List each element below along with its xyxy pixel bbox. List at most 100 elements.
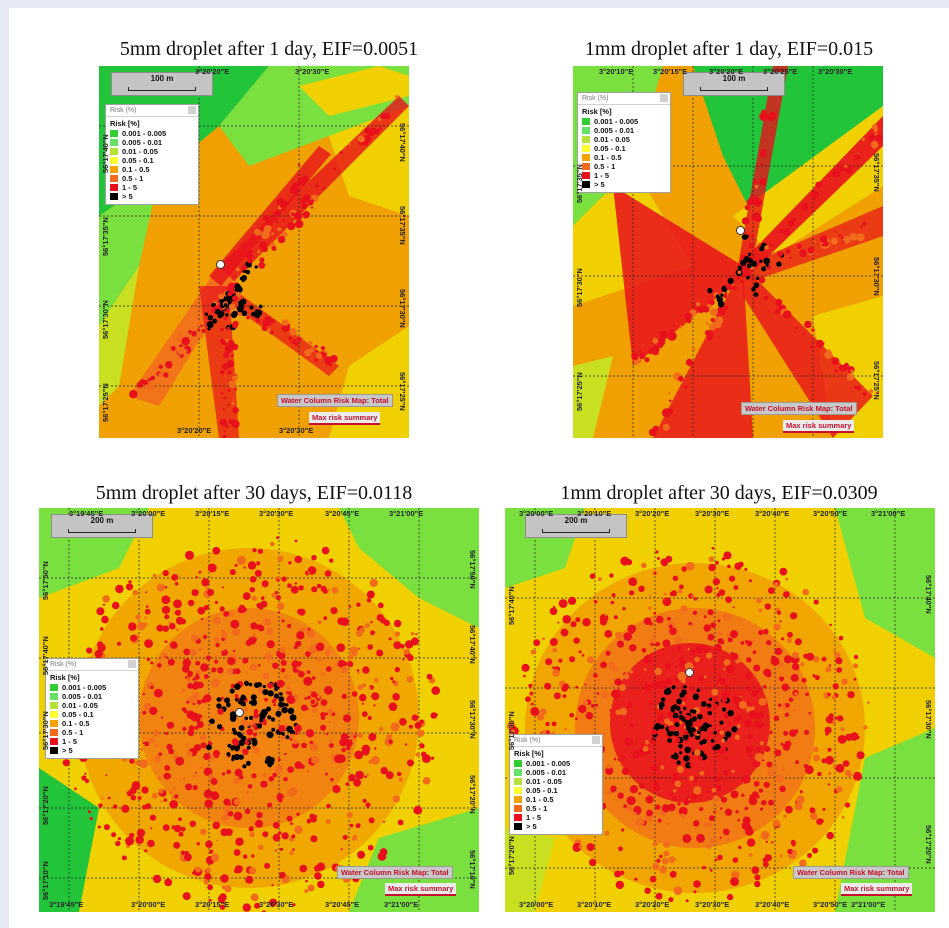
- risk-spot: [774, 749, 782, 757]
- risk-spot: [326, 666, 332, 672]
- risk-spot: [356, 602, 361, 607]
- legend-close-icon[interactable]: [592, 736, 600, 744]
- risk-spot: [214, 794, 219, 799]
- risk-spot: [835, 657, 843, 665]
- risk-spot: [84, 778, 90, 784]
- risk-spot: [267, 715, 272, 720]
- x-tick: 3°20'00"E: [519, 900, 554, 909]
- risk-spot: [688, 798, 691, 801]
- risk-spot: [692, 794, 697, 799]
- risk-spot: [779, 785, 786, 792]
- risk-spot: [779, 229, 784, 234]
- risk-spot: [720, 796, 728, 803]
- risk-spot: [654, 667, 662, 676]
- risk-spot: [170, 345, 176, 352]
- x-tick: 3°21'00"E: [389, 509, 424, 518]
- risk-spot: [259, 718, 264, 723]
- risk-spot: [307, 340, 313, 346]
- risk-spot: [822, 807, 826, 811]
- risk-spot: [805, 692, 809, 697]
- risk-spot: [746, 199, 754, 206]
- x-tick: 3°20'20"E: [177, 426, 212, 435]
- risk-spot: [533, 639, 541, 647]
- risk-spot: [620, 556, 630, 566]
- legend-label: 0.01 - 0.05: [122, 147, 158, 156]
- risk-spot: [227, 291, 233, 297]
- legend-swatch: [514, 814, 522, 821]
- risk-spot: [719, 746, 727, 754]
- risk-spot: [755, 687, 761, 693]
- risk-spot: [663, 688, 671, 696]
- x-tick: 3°20'00"E: [131, 509, 166, 518]
- panel-5mm-1day: 5mm droplet after 1 day, EIF=0.0051: [89, 30, 449, 450]
- risk-spot: [668, 856, 676, 864]
- risk-spot: [272, 662, 279, 669]
- risk-spot: [370, 127, 377, 135]
- max-risk-summary-link[interactable]: Max risk summary: [841, 883, 913, 896]
- legend-close-icon[interactable]: [188, 106, 196, 114]
- risk-legend[interactable]: Risk (%) Risk [%] 0.001 - 0.005 0.005 - 0.0…: [509, 734, 603, 835]
- legend-close-icon[interactable]: [660, 94, 668, 102]
- risk-spot: [186, 678, 191, 683]
- risk-spot: [129, 787, 137, 795]
- legend-label: 1 - 5: [526, 813, 542, 822]
- risk-spot: [149, 706, 158, 715]
- risk-spot: [720, 807, 723, 810]
- risk-spot: [604, 613, 607, 617]
- risk-spot: [306, 760, 309, 763]
- risk-spot: [324, 649, 331, 656]
- risk-spot: [168, 748, 175, 755]
- risk-spot: [245, 269, 251, 275]
- risk-spot: [710, 308, 719, 317]
- risk-spot: [96, 607, 105, 616]
- risk-map[interactable]: 100 m Risk (%) Risk [%] 0.001 - 0.005 0.005…: [99, 66, 409, 438]
- risk-spot: [250, 893, 259, 902]
- risk-spot: [286, 815, 293, 822]
- risk-spot: [388, 739, 393, 744]
- risk-spot: [710, 622, 717, 629]
- max-risk-summary-link[interactable]: Max risk summary: [783, 420, 855, 433]
- risk-spot: [275, 595, 281, 601]
- risk-spot: [306, 818, 312, 824]
- risk-spot: [141, 786, 149, 794]
- risk-map[interactable]: 200 m Risk (%) Risk [%] 0.001 - 0.005 0.005…: [505, 508, 935, 912]
- risk-spot: [277, 758, 281, 762]
- risk-spot: [660, 765, 665, 770]
- risk-map[interactable]: 200 m Risk (%) Risk [%] 0.001 - 0.005 0.005…: [39, 508, 479, 912]
- max-risk-summary-link[interactable]: Max risk summary: [385, 883, 457, 896]
- risk-spot: [704, 585, 713, 594]
- map-title-badge: Water Column Risk Map: Total: [277, 394, 393, 407]
- risk-map[interactable]: 100 m Risk (%) Risk [%] 0.001 - 0.005 0.005…: [573, 66, 883, 438]
- risk-spot: [755, 276, 760, 281]
- risk-spot: [212, 546, 221, 555]
- legend-entry: 0.005 - 0.01: [514, 768, 598, 777]
- risk-spot: [320, 712, 326, 718]
- risk-spot: [809, 812, 818, 820]
- legend-entry: 0.1 - 0.5: [50, 719, 134, 728]
- risk-spot: [536, 712, 545, 721]
- risk-spot: [185, 676, 188, 679]
- risk-spot: [667, 331, 677, 341]
- risk-spot: [609, 573, 614, 578]
- risk-spot: [745, 234, 749, 239]
- risk-legend[interactable]: Risk (%) Risk [%] 0.001 - 0.005 0.005 - 0.0…: [577, 92, 671, 193]
- risk-spot: [619, 683, 627, 692]
- legend-close-icon[interactable]: [128, 660, 136, 668]
- risk-spot: [238, 725, 245, 731]
- max-risk-summary-link[interactable]: Max risk summary: [309, 412, 381, 425]
- risk-spot: [321, 672, 325, 676]
- risk-legend[interactable]: Risk (%) Risk [%] 0.001 - 0.005 0.005 - 0.0…: [105, 104, 199, 205]
- risk-spot: [362, 683, 367, 688]
- risk-spot: [634, 877, 638, 881]
- risk-spot: [714, 858, 718, 862]
- risk-spot: [748, 796, 758, 806]
- risk-legend[interactable]: Risk (%) Risk [%] 0.001 - 0.005 0.005 - 0.0…: [45, 658, 139, 759]
- risk-spot: [320, 724, 327, 731]
- risk-spot: [249, 249, 253, 254]
- risk-spot: [680, 813, 686, 819]
- risk-spot: [86, 647, 93, 654]
- risk-spot: [679, 325, 683, 329]
- risk-spot: [232, 406, 239, 414]
- risk-spot: [752, 650, 757, 654]
- map-title-badge: Water Column Risk Map: Total: [337, 866, 453, 879]
